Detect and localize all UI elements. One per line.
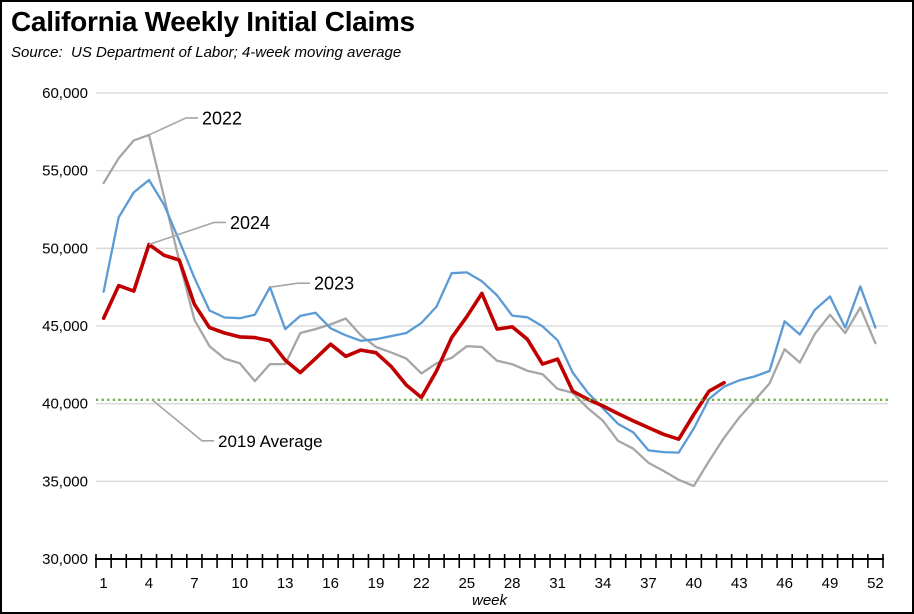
- x-axis-tick-label: 28: [504, 575, 521, 592]
- x-axis-tick-label: 43: [731, 575, 748, 592]
- x-axis-title: week: [472, 592, 509, 609]
- callout-leader-2019-average: [151, 399, 214, 442]
- x-axis-tick-label: 34: [595, 575, 612, 592]
- series-line-2024: [101, 242, 726, 442]
- x-axis-tick-label: 4: [145, 575, 153, 592]
- x-axis-tick-label: 40: [685, 575, 702, 592]
- x-axis-tick-label: 10: [231, 575, 248, 592]
- callout-leader-2022: [148, 117, 198, 136]
- y-axis-label: 35,000: [42, 473, 88, 490]
- x-axis-tick-label: 22: [413, 575, 430, 592]
- x-axis-tick-label: 52: [867, 575, 884, 592]
- x-axis-tick-label: 37: [640, 575, 657, 592]
- chart-subtitle: Source: US Department of Labor; 4-week m…: [11, 44, 402, 61]
- y-axis-label: 40,000: [42, 396, 88, 413]
- y-axis-label: 30,000: [42, 551, 88, 568]
- y-axis-label: 55,000: [42, 163, 88, 180]
- callout-label-2022: 2022: [202, 108, 242, 128]
- callout-label-2019-average: 2019 Average: [218, 432, 323, 451]
- x-axis-tick-label: 16: [322, 575, 339, 592]
- chart-title: California Weekly Initial Claims: [11, 6, 415, 37]
- y-axis-label: 60,000: [42, 85, 88, 102]
- x-axis-tick-label: 49: [822, 575, 839, 592]
- callout-label-2023: 2023: [314, 274, 354, 294]
- x-axis-tick-label: 1: [99, 575, 107, 592]
- x-axis-tick-label: 19: [368, 575, 385, 592]
- x-axis-tick-label: 31: [549, 575, 566, 592]
- x-axis-tick-label: 46: [776, 575, 793, 592]
- series-line-2023: [102, 178, 877, 454]
- y-axis-label: 45,000: [42, 318, 88, 335]
- callout-label-2024: 2024: [230, 213, 270, 233]
- series-line-2022: [102, 133, 877, 488]
- callout-leader-2024: [148, 221, 226, 246]
- y-axis-label: 50,000: [42, 240, 88, 257]
- callout-leader-2023: [269, 282, 311, 288]
- x-axis-tick-label: 7: [190, 575, 198, 592]
- x-axis-tick-label: 13: [277, 575, 294, 592]
- x-axis-tick-label: 25: [458, 575, 475, 592]
